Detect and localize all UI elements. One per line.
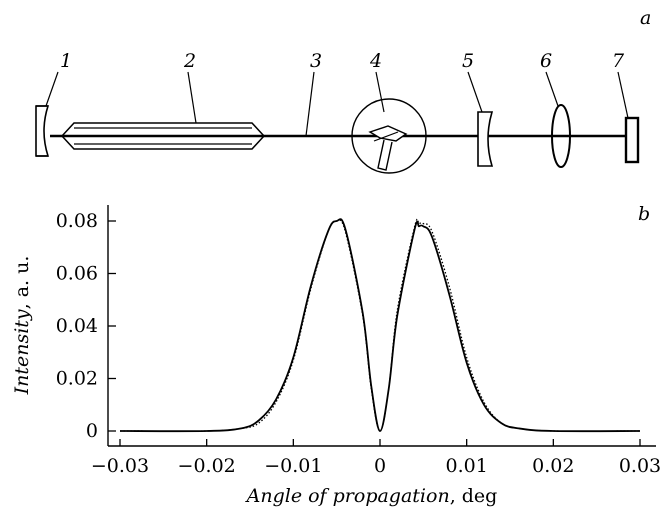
y-ticks: 0 0.02 0.04 0.06 0.08 <box>56 210 116 442</box>
x-tick-label: −0.01 <box>264 455 322 477</box>
x-tick-label: 0.02 <box>532 455 574 477</box>
series-line-dotted <box>119 218 641 432</box>
leader-4 <box>375 71 385 113</box>
label-6: 6 <box>540 50 552 72</box>
panel-a-label: a <box>640 7 651 29</box>
leader-3 <box>305 71 315 137</box>
element-4 <box>351 98 427 174</box>
y-axis-title: Intensity, a. u. <box>11 256 33 396</box>
y-axis-title-main: Intensity <box>11 309 33 395</box>
panel-b-label: b <box>638 203 650 225</box>
label-4: 4 <box>369 50 382 72</box>
chart: b 0 0.02 0.04 0.06 0.08 −0.03 −0.02 −0.01 0 0.01… <box>11 203 661 507</box>
y-tick-label: 0.08 <box>56 210 98 232</box>
y-tick-label: 0.06 <box>56 263 98 285</box>
label-1: 1 <box>60 50 72 72</box>
x-axis-title-main: Angle of propagation <box>245 485 450 507</box>
x-tick-label: 0.01 <box>446 455 488 477</box>
mirror-5 <box>477 111 494 167</box>
mirror-1 <box>35 105 50 157</box>
leader-5 <box>467 71 483 113</box>
y-tick-label: 0.02 <box>56 368 98 390</box>
leader-1 <box>45 71 59 107</box>
x-ticks: −0.03 −0.02 −0.01 0 0.01 0.02 0.03 <box>91 439 661 477</box>
y-axis-title-unit: , a. u. <box>11 256 33 310</box>
x-tick-label: −0.03 <box>91 455 149 477</box>
label-7: 7 <box>612 50 625 72</box>
x-axis-title: Angle of propagation, deg <box>245 485 498 507</box>
setup-diagram: a 1 2 3 4 <box>35 7 651 174</box>
label-3: 3 <box>310 50 322 72</box>
label-2: 2 <box>183 50 196 72</box>
series-line-solid <box>119 218 641 433</box>
x-axis-title-unit: , deg <box>450 485 498 507</box>
x-tick-label: 0.03 <box>619 455 661 477</box>
leader-7 <box>617 71 629 119</box>
x-tick-label: −0.02 <box>178 455 236 477</box>
y-tick-label: 0.04 <box>56 315 98 337</box>
series-group <box>119 218 641 433</box>
label-5: 5 <box>462 50 474 72</box>
laser-tube <box>60 122 266 150</box>
leader-6 <box>545 71 559 107</box>
leader-2 <box>187 71 197 124</box>
detector <box>624 116 640 164</box>
x-tick-label: 0 <box>374 455 386 477</box>
y-tick-label: 0 <box>86 420 98 442</box>
